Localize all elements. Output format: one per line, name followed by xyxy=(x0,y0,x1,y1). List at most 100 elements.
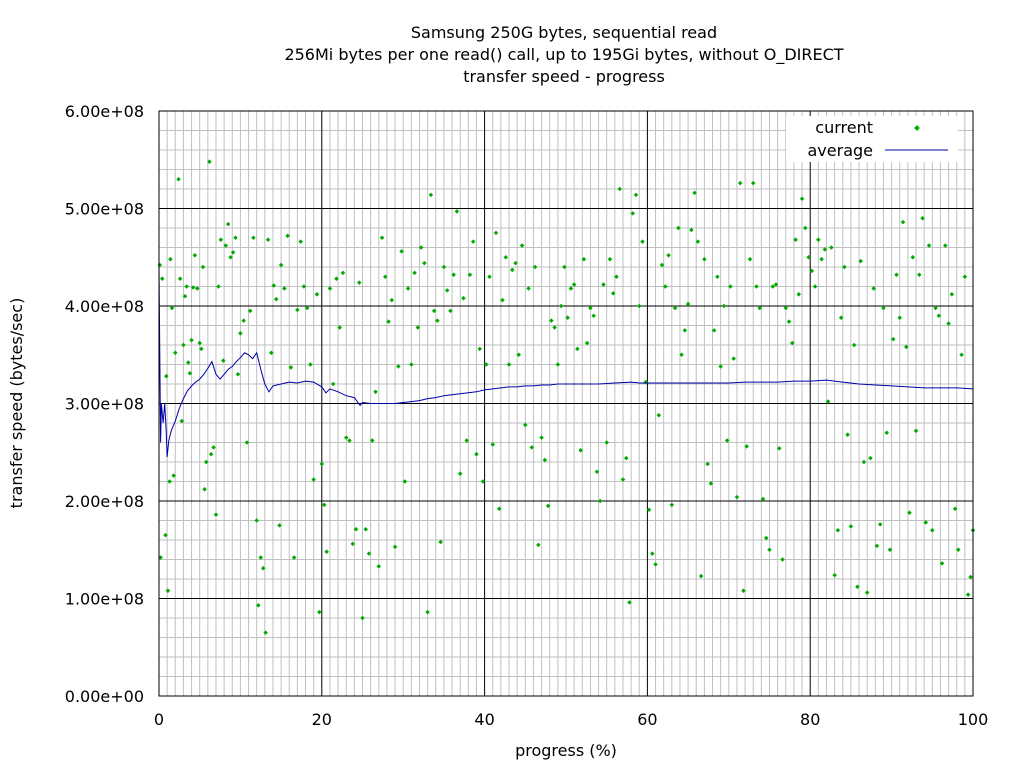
data-point xyxy=(347,438,352,443)
series-line-average xyxy=(158,266,974,458)
data-point xyxy=(221,358,226,363)
data-point xyxy=(702,256,707,262)
data-point xyxy=(435,318,440,323)
data-point xyxy=(565,315,570,320)
data-point xyxy=(319,461,325,467)
data-point xyxy=(848,524,854,529)
data-point xyxy=(164,373,169,379)
y-tick-label: 3.00e+08 xyxy=(65,395,144,414)
data-point xyxy=(258,555,264,560)
data-point xyxy=(334,276,339,281)
data-point xyxy=(825,399,831,404)
data-point xyxy=(216,284,221,289)
data-point xyxy=(177,276,183,281)
data-point xyxy=(470,239,476,244)
data-point xyxy=(189,337,194,343)
data-point xyxy=(786,319,792,324)
data-point xyxy=(777,446,782,451)
data-point xyxy=(597,498,603,504)
x-tick-label: 20 xyxy=(312,710,332,729)
data-point xyxy=(842,264,847,270)
data-point xyxy=(233,235,238,241)
legend: current average xyxy=(786,116,958,162)
data-point xyxy=(578,448,583,453)
data-point xyxy=(467,272,473,278)
data-point xyxy=(238,331,243,336)
data-point xyxy=(812,284,818,289)
data-point xyxy=(890,336,896,342)
x-tick-label: 60 xyxy=(637,710,657,729)
data-point xyxy=(881,305,886,311)
data-point xyxy=(819,256,824,262)
data-point xyxy=(487,274,492,280)
data-point xyxy=(545,503,551,509)
data-point xyxy=(516,352,522,358)
data-point xyxy=(620,477,626,482)
data-point xyxy=(780,557,785,562)
data-point xyxy=(480,479,486,484)
data-point xyxy=(405,286,411,291)
data-point xyxy=(291,555,297,560)
data-point xyxy=(353,527,359,532)
data-point xyxy=(933,305,938,311)
data-point xyxy=(444,288,450,293)
data-point xyxy=(422,260,427,266)
data-point xyxy=(396,364,401,369)
data-point xyxy=(864,590,870,595)
data-point xyxy=(923,520,929,525)
data-point xyxy=(698,573,704,579)
data-point xyxy=(304,305,310,311)
legend-label-current: current xyxy=(815,118,873,137)
data-point xyxy=(646,507,652,513)
data-point xyxy=(803,225,808,231)
data-point xyxy=(614,274,619,280)
data-point xyxy=(568,286,574,291)
data-point xyxy=(744,444,749,449)
data-point xyxy=(496,506,502,512)
data-point xyxy=(715,274,720,280)
data-point xyxy=(288,365,294,370)
data-point xyxy=(832,572,837,578)
x-axis-label: progress (%) xyxy=(515,741,617,760)
data-point xyxy=(708,481,714,486)
data-point xyxy=(607,256,613,262)
data-point xyxy=(464,438,469,443)
data-point xyxy=(506,362,512,367)
data-point xyxy=(327,286,333,291)
data-point xyxy=(340,270,346,276)
data-point xyxy=(894,272,899,278)
data-point xyxy=(278,262,284,268)
data-point xyxy=(409,362,414,367)
data-point xyxy=(190,285,196,290)
data-point xyxy=(510,267,515,273)
data-point xyxy=(176,176,181,182)
data-point xyxy=(474,451,479,457)
data-point xyxy=(241,318,246,323)
data-point xyxy=(884,430,889,436)
data-point xyxy=(192,253,198,258)
data-point xyxy=(330,381,336,387)
y-tick-label: 2.00e+08 xyxy=(65,492,144,511)
data-point xyxy=(399,249,404,254)
data-point xyxy=(373,389,378,395)
data-point xyxy=(539,435,544,440)
data-point xyxy=(165,588,171,593)
data-point xyxy=(211,445,216,450)
data-point xyxy=(301,284,307,289)
data-point xyxy=(666,253,671,258)
data-point xyxy=(265,237,271,242)
data-point xyxy=(208,451,214,457)
data-point xyxy=(682,328,688,333)
data-point xyxy=(529,445,535,450)
x-tick-label: 100 xyxy=(958,710,989,729)
data-point xyxy=(917,272,922,278)
data-point xyxy=(868,455,873,461)
data-point xyxy=(838,315,844,320)
data-point xyxy=(858,258,863,264)
data-point xyxy=(526,286,531,291)
legend-label-average: average xyxy=(808,141,874,160)
data-point xyxy=(897,315,903,320)
data-point xyxy=(277,523,282,528)
data-point xyxy=(402,479,408,484)
data-point xyxy=(959,352,964,358)
